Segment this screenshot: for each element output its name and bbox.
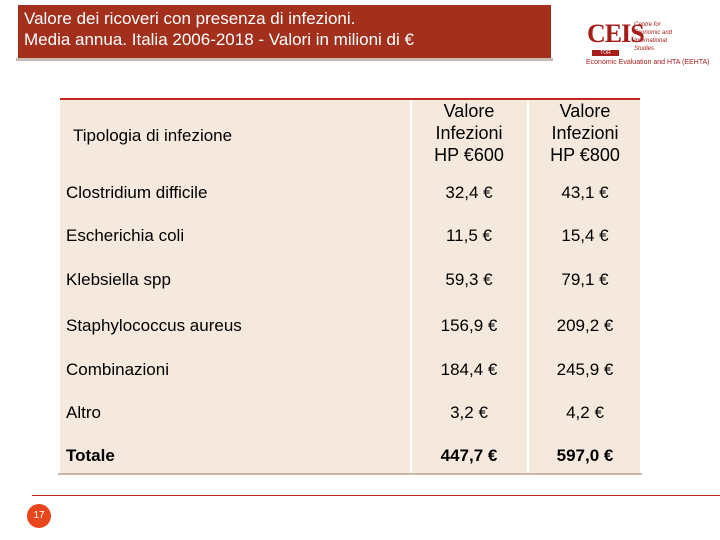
table-total-row: Totale 447,7 € 597,0 € bbox=[0, 446, 720, 470]
value-800: 209,2 € bbox=[556, 316, 614, 335]
title-shadow bbox=[16, 58, 553, 61]
logo-tagline: Centre for Economic and International St… bbox=[634, 22, 673, 52]
value-600: 32,4 € bbox=[445, 183, 493, 202]
value-800: 15,4 € bbox=[561, 226, 609, 245]
value-600: 156,9 € bbox=[440, 316, 498, 335]
slide-title: Valore dei ricoveri con presenza di infe… bbox=[18, 5, 551, 58]
value-600: 184,4 € bbox=[440, 360, 498, 379]
row-label: Combinazioni bbox=[66, 360, 169, 379]
table-row: Escherichia coli 11,5 € 15,4 € bbox=[0, 226, 720, 250]
row-label: Altro bbox=[66, 403, 101, 422]
value-600: 11,5 € bbox=[445, 226, 492, 245]
value-800: 245,9 € bbox=[556, 360, 614, 379]
column-divider bbox=[410, 100, 412, 473]
footer-divider bbox=[32, 495, 720, 496]
logo-subtitle: TOR VERGATA bbox=[592, 50, 619, 62]
value-800: 43,1 € bbox=[561, 183, 609, 202]
table-row: Clostridium difficile 32,4 € 43,1 € bbox=[0, 183, 720, 207]
row-label: Klebsiella spp bbox=[66, 270, 171, 289]
total-value-800: 597,0 € bbox=[556, 446, 614, 465]
value-800: 79,1 € bbox=[561, 270, 609, 289]
header-value-600: Valore Infezioni HP €600 bbox=[434, 101, 504, 165]
table-row: Staphylococcus aureus 156,9 € 209,2 € bbox=[0, 316, 720, 340]
total-value-600: 447,7 € bbox=[440, 446, 498, 465]
value-600: 3,2 € bbox=[450, 403, 488, 422]
logo-caption: Economic Evaluation and HTA (EEHTA) bbox=[586, 59, 710, 66]
ceis-logo: CEIS TOR VERGATA Centre for Economic and… bbox=[584, 17, 714, 67]
row-label: Escherichia coli bbox=[66, 226, 185, 245]
value-800: 4,2 € bbox=[566, 403, 604, 422]
data-table bbox=[60, 100, 640, 473]
table-bottom-shadow bbox=[58, 473, 642, 475]
table-row: Klebsiella spp 59,3 € 79,1 € bbox=[0, 270, 720, 294]
logo-letters: CEIS bbox=[587, 19, 645, 48]
table-row: Altro 3,2 € 4,2 € bbox=[0, 403, 720, 427]
total-label: Totale bbox=[66, 446, 115, 465]
value-600: 59,3 € bbox=[445, 270, 493, 289]
title-line-1: Valore dei ricoveri con presenza di infe… bbox=[24, 9, 356, 28]
column-divider bbox=[527, 100, 529, 473]
header-infection-type: Tipologia di infezione bbox=[73, 126, 233, 145]
page-number-badge: 17 bbox=[27, 504, 51, 528]
table-top-border bbox=[60, 98, 640, 100]
header-value-800: Valore Infezioni HP €800 bbox=[550, 101, 620, 165]
table-row: Combinazioni 184,4 € 245,9 € bbox=[0, 360, 720, 384]
row-label: Staphylococcus aureus bbox=[66, 316, 242, 335]
title-line-2: Media annua. Italia 2006-2018 - Valori i… bbox=[24, 30, 414, 49]
row-label: Clostridium difficile bbox=[66, 183, 208, 202]
